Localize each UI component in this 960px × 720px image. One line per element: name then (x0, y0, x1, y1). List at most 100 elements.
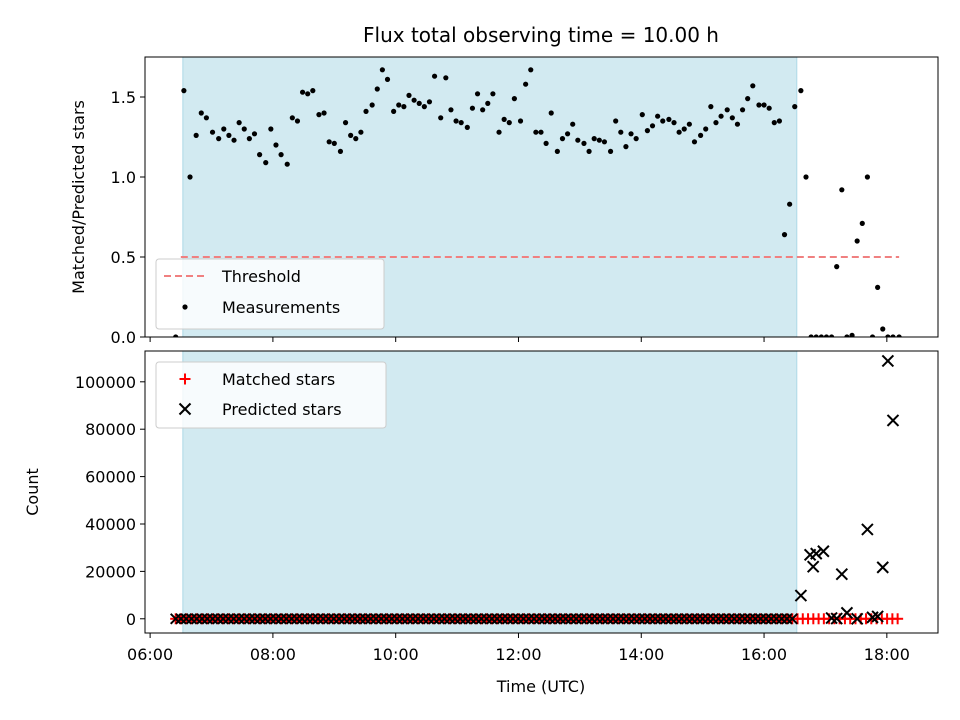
count-legend: Matched stars Predicted stars (155, 361, 387, 429)
measurement-point (251, 131, 258, 137)
legend-matched-swatch (179, 373, 191, 385)
measurement-point (756, 102, 762, 108)
measurement-point (198, 110, 204, 116)
measurement-point (278, 152, 284, 158)
measurement-point (554, 148, 560, 154)
measurement-point (236, 120, 242, 126)
measurement-point (517, 118, 524, 124)
measurement-point (506, 120, 512, 126)
measurement-point (358, 129, 364, 135)
measurement-point (523, 81, 529, 87)
measurement-point (203, 115, 209, 121)
count-y-tick-label: 20000 (85, 562, 136, 581)
measurement-point (353, 136, 359, 142)
measurement-point (384, 76, 391, 82)
measurement-point (231, 137, 237, 143)
measurement-point (221, 126, 227, 132)
predicted-star-marker (886, 414, 900, 427)
legend-frame (155, 361, 387, 429)
ratio-y-tick-label: 0.5 (111, 248, 136, 267)
measurement-point (543, 140, 549, 146)
measurement-point (671, 120, 677, 126)
measurement-point (875, 284, 881, 290)
measurement-point (348, 132, 354, 138)
count-y-tick-label: 60000 (85, 468, 136, 487)
measurement-point (246, 136, 252, 142)
measurement-point (890, 334, 896, 337)
measurement-point (601, 139, 608, 145)
measurement-point (666, 116, 672, 122)
ratio-panel-frame (144, 56, 939, 338)
measurement-point (257, 152, 263, 158)
measurement-point (411, 97, 417, 103)
count-y-tick-label: 100000 (75, 373, 136, 392)
measurement-point (844, 334, 850, 337)
legend-frame (155, 258, 385, 330)
measurement-point (713, 120, 719, 126)
measurement-point (771, 120, 777, 126)
measurement-point (808, 334, 814, 337)
measurement-point (813, 334, 819, 337)
measurement-point (379, 67, 385, 73)
measurement-point (528, 67, 534, 73)
measurement-point (464, 124, 470, 130)
x-tick-label: 08:00 (250, 645, 296, 664)
predicted-star-marker (825, 611, 838, 625)
measurement-point (818, 334, 824, 337)
measurement-point (628, 131, 634, 137)
predicted-star-marker (817, 545, 830, 558)
measurement-point (798, 88, 804, 94)
measurement-point (803, 174, 809, 180)
measurement-point (480, 107, 486, 113)
predicted-star-marker (871, 610, 884, 623)
count-panel: 0 20000 40000 60000 80000 100000 06:00 08:00 10… (23, 350, 939, 696)
count-y-tick-label: 40000 (85, 515, 136, 534)
predicted-star-marker (806, 560, 820, 573)
measurement-point (363, 108, 369, 114)
predicted-star-marker (810, 547, 823, 560)
measurement-point (739, 107, 746, 113)
measurement-point (787, 201, 793, 207)
measurement-point (885, 334, 891, 337)
count-y-tick-label: 0 (126, 610, 136, 629)
x-tick-label: 12:00 (495, 645, 541, 664)
measurement-point (226, 132, 232, 138)
measurement-point (708, 104, 714, 110)
measurement-point (181, 88, 187, 94)
measurement-point (613, 118, 619, 124)
measurement-point (337, 148, 344, 154)
measurement-point (729, 115, 735, 121)
legend-measurements-label: Measurements (222, 298, 340, 317)
measurement-point (299, 89, 306, 95)
measurement-point (623, 144, 629, 150)
measurement-point (511, 96, 517, 102)
measurement-point (823, 334, 830, 337)
count-y-axis-label: Count (23, 468, 42, 516)
measurement-point (596, 137, 602, 143)
measurement-point (691, 139, 698, 145)
measurement-point (305, 91, 311, 97)
legend-predicted-swatch (178, 402, 192, 416)
legend-matched-label: Matched stars (222, 370, 335, 389)
x-tick-label: 10:00 (373, 645, 419, 664)
measurement-point (321, 110, 327, 116)
measurement-point (766, 105, 772, 111)
measurement-point (839, 187, 845, 193)
measurement-point (326, 139, 332, 145)
measurement-point (369, 102, 375, 108)
measurement-point (834, 264, 840, 270)
predicted-star-marker (786, 613, 798, 625)
measurement-point (173, 334, 179, 337)
ratio-y-tick-label: 1.5 (111, 88, 136, 107)
measurement-point (474, 91, 481, 97)
measurement-point (187, 174, 193, 180)
measurement-point (342, 120, 349, 126)
measurement-point (869, 334, 876, 337)
x-tick-label: 18:00 (864, 645, 910, 664)
measurement-point (864, 174, 870, 180)
measurement-point (570, 121, 576, 127)
measurement-point (458, 120, 464, 126)
measurement-point (761, 102, 767, 108)
measurement-point (374, 86, 380, 92)
